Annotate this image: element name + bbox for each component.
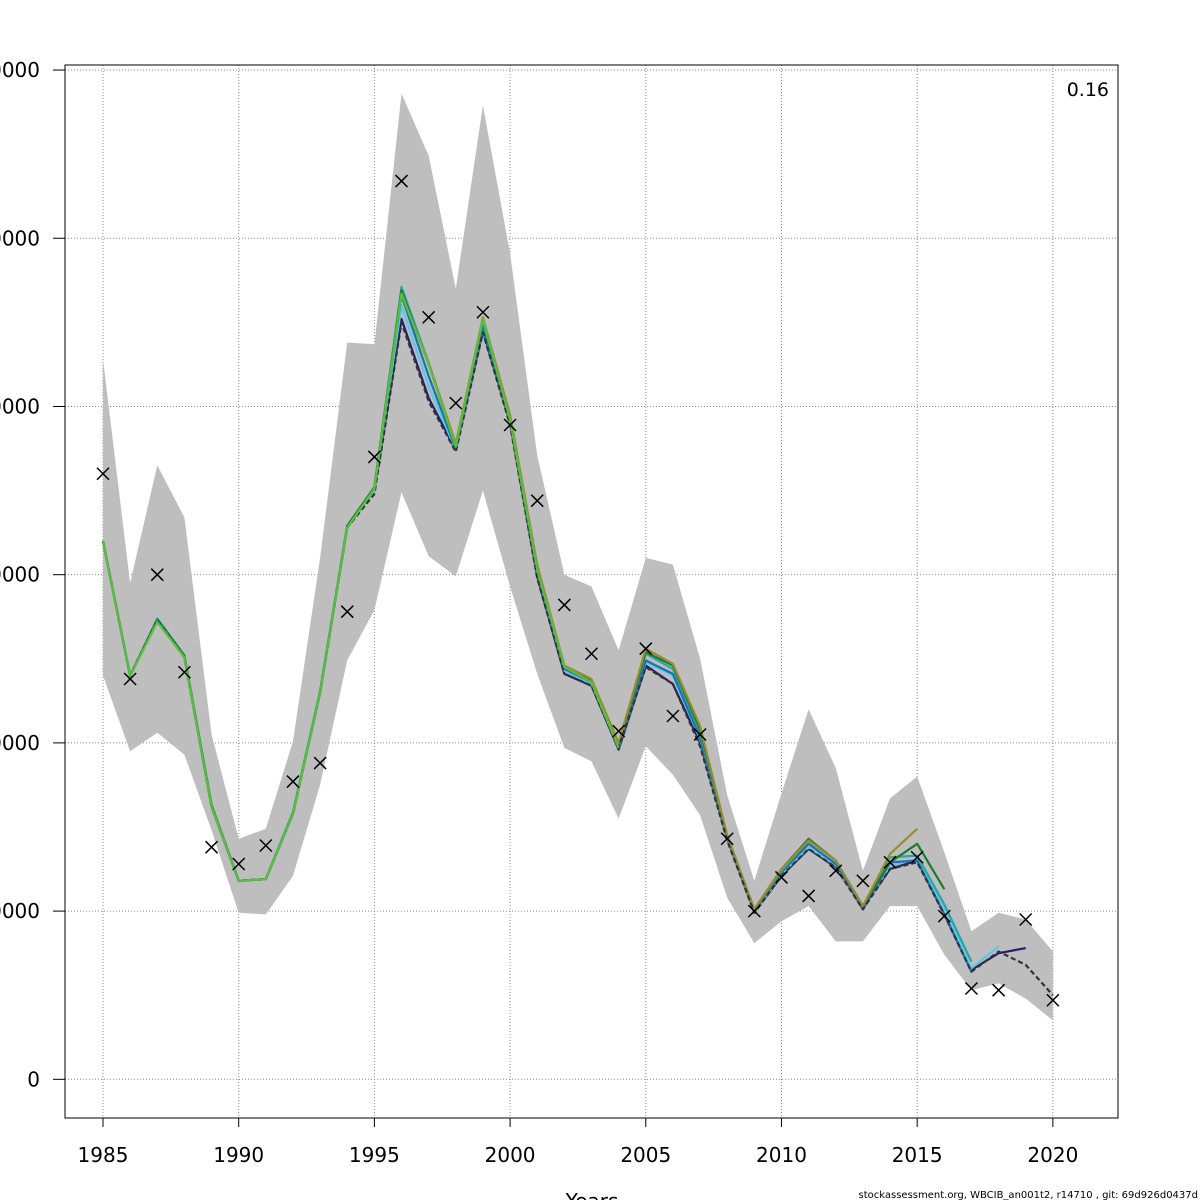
x-axis: 1985 1990 1995 2000 2005 2010 2015 2020 (78, 1118, 1078, 1167)
observation-point (747, 904, 761, 918)
plot-frame (64, 64, 1119, 1119)
observation-point (693, 727, 707, 742)
x-tick-label: 2000 (485, 1143, 536, 1167)
observation-point (883, 855, 897, 869)
x-tick-label: 2020 (1027, 1143, 1078, 1167)
observation-point (422, 310, 436, 324)
observation-point (774, 870, 789, 884)
y-tick-label: 0 (27, 1067, 40, 1091)
x-tick-label: 2005 (620, 1143, 671, 1167)
observation-point (313, 756, 327, 770)
observation-point (584, 647, 599, 661)
observation-point (150, 568, 164, 582)
observation-point (96, 467, 110, 481)
observation-point (557, 598, 571, 612)
y-tick-label: 30000 (0, 563, 40, 587)
x-tick-label: 1995 (349, 1143, 400, 1167)
observation-markers (96, 174, 1060, 1007)
observation-point (856, 874, 870, 888)
observation-point (476, 305, 490, 319)
observation-point (205, 840, 219, 854)
observation-point (720, 832, 734, 846)
observation-point (612, 724, 626, 738)
x-axis-title: Years (565, 1189, 619, 1200)
footer-text: stockassessment.org, WBCIB_an001t2, r147… (859, 1190, 1199, 1200)
observation-point (964, 981, 978, 996)
x-tick-label: 2015 (892, 1143, 943, 1167)
observation-point (259, 838, 273, 853)
annotation-label: 0.16 (1067, 79, 1109, 101)
observation-point (503, 418, 517, 432)
observation-point (666, 709, 680, 723)
confidence-band (103, 93, 1053, 1021)
observation-point (394, 174, 409, 188)
observation-point (340, 605, 354, 619)
observation-point (910, 850, 924, 864)
observation-point (802, 889, 816, 903)
series-lines (101, 285, 1054, 996)
observation-point (123, 672, 137, 686)
series-line-8 (101, 292, 620, 882)
x-tick-label: 1990 (213, 1143, 264, 1167)
observation-point (937, 909, 951, 923)
observation-point (1046, 993, 1060, 1007)
observation-point (367, 450, 381, 464)
observation-point (449, 396, 463, 410)
observation-point (286, 775, 300, 789)
observation-point (1019, 912, 1033, 927)
observation-point (177, 665, 191, 679)
observation-point (829, 864, 843, 878)
observation-point (992, 983, 1006, 997)
y-tick-label: 60000 (0, 58, 40, 82)
observation-point (232, 857, 246, 871)
observation-point (639, 642, 653, 656)
x-tick-label: 2010 (756, 1143, 807, 1167)
y-tick-label: 50000 (0, 226, 40, 250)
y-tick-label: 10000 (0, 899, 40, 923)
y-tick-label: 40000 (0, 394, 40, 418)
x-tick-label: 1985 (78, 1143, 129, 1167)
observation-point (530, 494, 544, 508)
